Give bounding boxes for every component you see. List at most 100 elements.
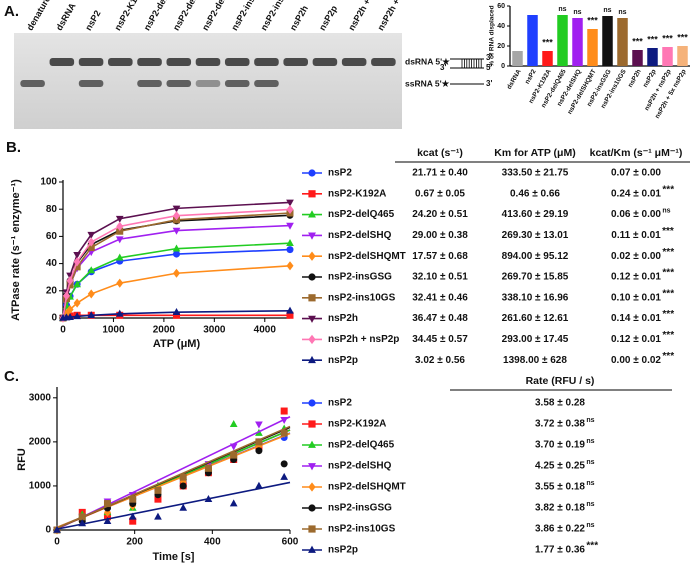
- bar: [572, 18, 583, 66]
- marker: [179, 503, 188, 511]
- ds-band: [195, 58, 221, 66]
- significance: ns: [586, 417, 594, 424]
- bar: [617, 18, 628, 66]
- y-tick-label: 100: [40, 177, 57, 188]
- marker: [286, 306, 294, 314]
- marker: [87, 231, 96, 239]
- marker: [308, 463, 316, 471]
- table-header: Km for ATP (μM): [494, 147, 575, 159]
- marker: [308, 232, 316, 240]
- y-axis-label: RFU: [16, 448, 28, 471]
- ds-band: [371, 58, 396, 66]
- bar: [647, 48, 658, 66]
- marker: [308, 251, 316, 261]
- marker: [229, 443, 238, 451]
- x-axis-label: ATP (μM): [153, 338, 201, 350]
- ds-band: [224, 58, 250, 66]
- y-tick-label: 60: [497, 3, 505, 10]
- table-cell: 4.25 ± 0.25: [535, 461, 585, 472]
- bar: [542, 51, 553, 66]
- legend-label: nsP2-delSHQMT: [328, 251, 406, 262]
- marker: [286, 199, 294, 207]
- significance: ***: [662, 247, 674, 258]
- table-cell: 338.10 ± 16.96: [502, 292, 569, 303]
- band-label: ssRNA 5'★: [405, 78, 451, 88]
- y-tick-label: 3000: [29, 392, 52, 403]
- significance: ***: [662, 33, 673, 43]
- legend-label: nsP2: [328, 398, 352, 409]
- strand-end: 3': [486, 79, 492, 88]
- marker: [308, 355, 316, 364]
- table-cell: 0.67 ± 0.05: [415, 188, 465, 199]
- bar: [677, 46, 688, 66]
- marker: [308, 525, 316, 533]
- marker: [172, 227, 181, 235]
- marker: [115, 253, 124, 261]
- marker: [286, 246, 294, 254]
- table-cell: 34.45 ± 0.57: [412, 334, 468, 345]
- marker: [66, 305, 74, 315]
- marker: [280, 407, 288, 415]
- significance: ***: [662, 351, 674, 362]
- table-cell: 29.00 ± 0.38: [412, 230, 468, 241]
- table-cell: 0.24 ± 0.01: [611, 188, 661, 199]
- panel-label: A.: [4, 3, 19, 20]
- ss-band: [166, 80, 192, 87]
- y-tick-label: 0: [51, 313, 57, 324]
- ds-band: [283, 58, 308, 66]
- significance: ns: [662, 207, 670, 214]
- legend-label: nsP2h + nsP2p: [328, 334, 399, 345]
- table-cell: 3.82 ± 0.18: [535, 503, 585, 514]
- table-header: kcat/Km (s⁻¹ μM⁻¹): [590, 147, 683, 159]
- legend-label: nsP2p: [328, 545, 358, 556]
- table-cell: 0.12 ± 0.01: [611, 334, 661, 345]
- y-tick-label: 1000: [29, 481, 52, 492]
- table-cell: 1.77 ± 0.36: [535, 545, 585, 556]
- significance: ns: [586, 522, 594, 529]
- table-cell: 269.30 ± 13.01: [502, 230, 569, 241]
- table-cell: 1398.00 ± 628: [503, 355, 567, 366]
- table-cell: 32.41 ± 0.46: [412, 292, 468, 303]
- table-header: kcat (s⁻¹): [417, 147, 463, 159]
- table-cell: 0.10 ± 0.01: [611, 292, 661, 303]
- fit-line: [56, 481, 291, 530]
- table-cell: 261.60 ± 12.61: [502, 313, 569, 324]
- marker: [66, 312, 74, 320]
- significance: ***: [662, 184, 674, 195]
- significance: ***: [587, 15, 598, 25]
- table-cell: 3.70 ± 0.19: [535, 440, 585, 451]
- ss-band: [20, 80, 45, 87]
- marker: [73, 263, 81, 271]
- significance: ***: [542, 37, 553, 47]
- marker: [280, 429, 288, 437]
- marker: [255, 481, 263, 489]
- legend-label: nsP2-K192A: [328, 188, 386, 199]
- marker: [73, 280, 81, 288]
- ss-band: [254, 80, 279, 87]
- significance: ***: [647, 34, 658, 44]
- marker: [280, 472, 289, 480]
- strand-end: 5': [486, 63, 492, 72]
- fit-line: [56, 416, 291, 530]
- marker: [129, 517, 137, 525]
- band-label: dsRNA 5'★: [405, 56, 451, 66]
- bar: [557, 15, 568, 66]
- table-cell: 0.14 ± 0.01: [611, 313, 661, 324]
- x-tick-label: 3000: [203, 325, 226, 336]
- marker: [63, 291, 71, 301]
- table-cell: 0.00 ± 0.02: [611, 355, 661, 366]
- marker: [53, 525, 61, 533]
- marker: [78, 513, 86, 521]
- marker: [204, 494, 213, 502]
- legend-label: nsP2-ins10GS: [328, 524, 396, 535]
- significance: ***: [662, 288, 674, 299]
- legend-label: nsP2-insGSG: [328, 503, 392, 514]
- marker: [87, 289, 95, 299]
- marker: [308, 440, 316, 448]
- table-cell: 24.20 ± 0.51: [412, 209, 468, 220]
- table-cell: 0.46 ± 0.66: [510, 188, 560, 199]
- marker: [172, 205, 181, 213]
- x-tick-label: 0: [60, 325, 66, 336]
- marker: [308, 504, 316, 512]
- marker: [73, 257, 81, 267]
